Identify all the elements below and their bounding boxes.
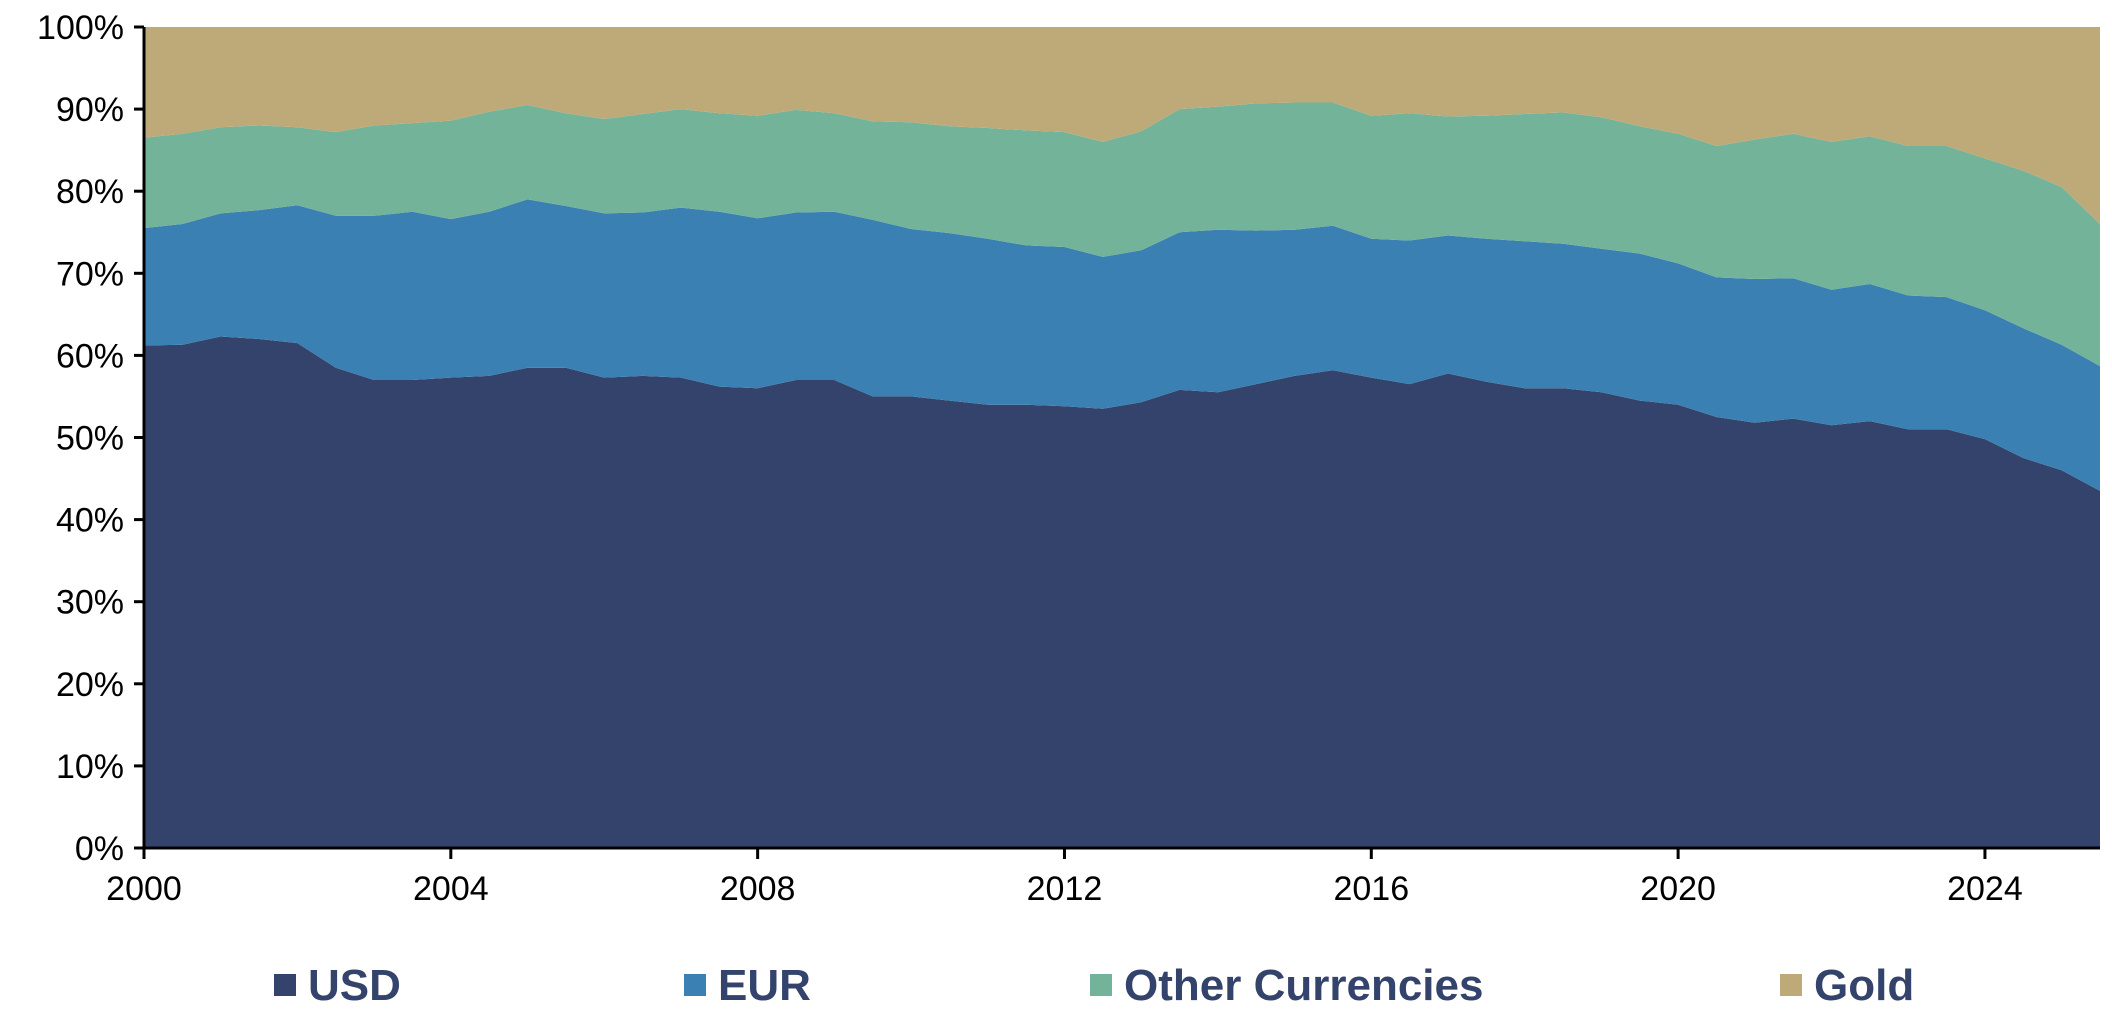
y-tick-label: 30% bbox=[56, 584, 124, 622]
area-gold bbox=[144, 27, 2100, 224]
x-tick-label: 2012 bbox=[1027, 870, 1103, 908]
x-tick-label: 2024 bbox=[1947, 870, 2023, 908]
y-tick-label: 100% bbox=[37, 9, 124, 47]
y-tick-label: 80% bbox=[56, 173, 124, 211]
areas-layer bbox=[144, 27, 2100, 848]
area-eur bbox=[144, 199, 2100, 491]
legend-label-gold: Gold bbox=[1814, 961, 1914, 1010]
area-usd bbox=[144, 336, 2100, 848]
legend: USD EUR Other Currencies Gold bbox=[274, 961, 1914, 1010]
y-tick-label: 20% bbox=[56, 666, 124, 704]
x-tick-label: 2004 bbox=[413, 870, 489, 908]
y-tick-label: 0% bbox=[75, 830, 124, 868]
x-tick-label: 2020 bbox=[1640, 870, 1716, 908]
y-tick-label: 10% bbox=[56, 748, 124, 786]
legend-swatch-eur bbox=[684, 974, 706, 996]
legend-label-eur: EUR bbox=[718, 961, 811, 1010]
legend-label-other-currencies: Other Currencies bbox=[1124, 961, 1483, 1010]
legend-swatch-usd bbox=[274, 974, 296, 996]
y-tick-label: 50% bbox=[56, 420, 124, 458]
y-tick-label: 60% bbox=[56, 337, 124, 375]
y-tick-label: 90% bbox=[56, 91, 124, 129]
x-tick-label: 2000 bbox=[106, 870, 182, 908]
axes-layer: 0% 10% 20% 30% 40% 50% 60% 70% 80% 90% 100% 2000 200… bbox=[37, 9, 2100, 908]
legend-swatch-other-currencies bbox=[1090, 974, 1112, 996]
y-tick-label: 70% bbox=[56, 255, 124, 293]
y-tick-label: 40% bbox=[56, 502, 124, 540]
legend-label-usd: USD bbox=[308, 961, 401, 1010]
legend-swatch-gold bbox=[1780, 974, 1802, 996]
x-tick-label: 2016 bbox=[1333, 870, 1409, 908]
x-tick-label: 2008 bbox=[720, 870, 796, 908]
area-other-currencies bbox=[144, 102, 2100, 367]
